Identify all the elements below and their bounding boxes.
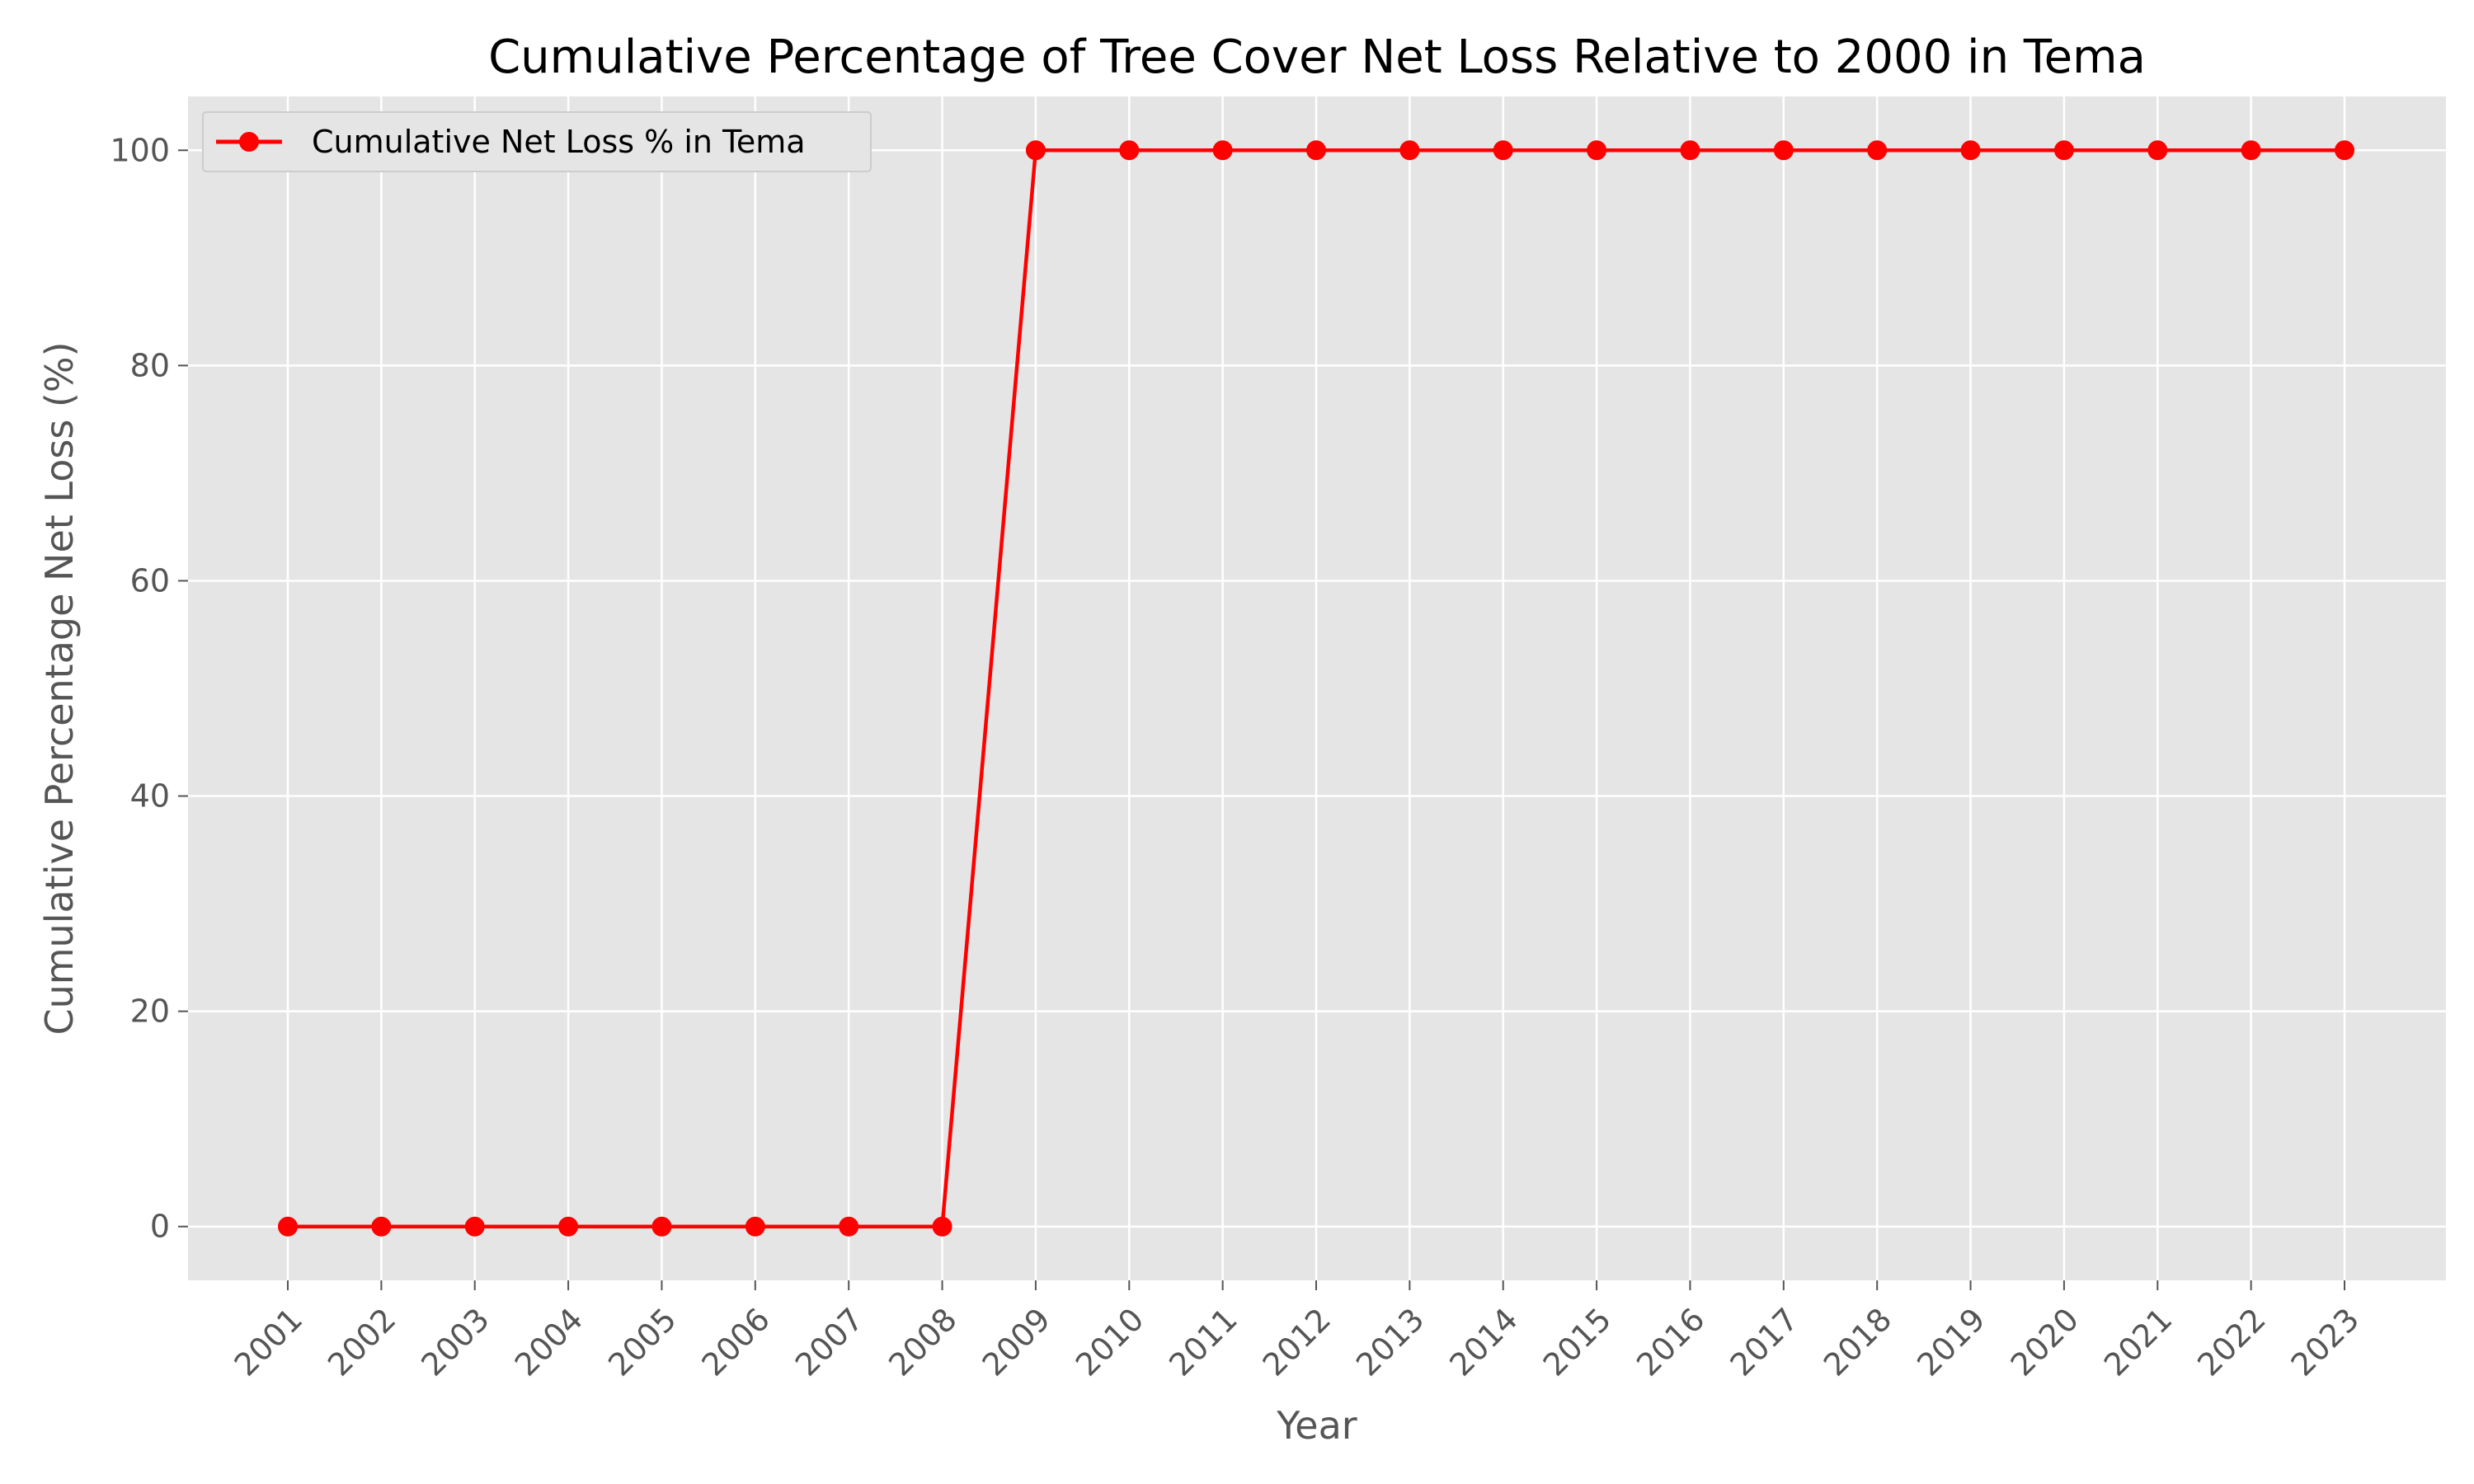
y-tick-label: 20 [130, 993, 170, 1030]
x-tick-label: 2021 [2097, 1301, 2180, 1383]
data-point-marker [558, 1216, 579, 1237]
data-point-marker [1960, 140, 1981, 161]
x-tick-label: 2023 [2284, 1301, 2367, 1383]
data-point-marker [2147, 140, 2168, 161]
data-point-marker [1399, 140, 1420, 161]
y-tick-label: 80 [130, 347, 170, 383]
x-tick-label: 2022 [2190, 1301, 2273, 1383]
data-point-marker [839, 1216, 859, 1237]
x-tick-label: 2020 [2004, 1301, 2086, 1383]
data-point-marker [2053, 140, 2074, 161]
x-tick-label: 2008 [882, 1301, 964, 1383]
x-tick-label: 2007 [788, 1301, 871, 1383]
x-axis-label: Year [1276, 1403, 1357, 1448]
x-tick-label: 2013 [1349, 1301, 1432, 1383]
data-point-marker [1867, 140, 1888, 161]
data-point-marker [1493, 140, 1513, 161]
legend-box [202, 111, 872, 172]
data-point-marker [1119, 140, 1140, 161]
x-tick-label: 2017 [1723, 1301, 1805, 1383]
data-point-marker [1025, 140, 1046, 161]
chart-title: Cumulative Percentage of Tree Cover Net … [488, 31, 2146, 84]
y-axis-ticks: 0 20 40 60 80 100 [110, 132, 188, 1245]
x-tick-label: 2010 [1069, 1301, 1151, 1383]
data-point-marker [2335, 140, 2354, 161]
y-tick-label: 0 [150, 1209, 170, 1245]
y-axis-label: Cumulative Percentage Net Loss (%) [37, 341, 82, 1035]
y-tick-label: 60 [130, 562, 170, 599]
data-point-marker [278, 1216, 298, 1237]
data-point-marker [1212, 140, 1233, 161]
data-point-marker [1773, 140, 1794, 161]
x-tick-label: 2014 [1442, 1301, 1525, 1383]
x-tick-label: 2003 [414, 1301, 496, 1383]
data-point-marker [2241, 140, 2261, 161]
data-point-marker [651, 1216, 672, 1237]
x-tick-label: 2018 [1817, 1301, 1899, 1383]
x-tick-label: 2005 [601, 1301, 684, 1383]
legend-label: Cumulative Net Loss % in Tema [312, 124, 806, 160]
series-layer [278, 140, 2354, 1237]
grid-lines [188, 96, 2446, 1280]
x-tick-label: 2011 [1162, 1301, 1244, 1383]
data-point-marker [371, 1216, 392, 1237]
x-tick-label: 2002 [321, 1301, 403, 1383]
x-tick-label: 2012 [1256, 1301, 1338, 1383]
y-tick-label: 40 [130, 778, 170, 815]
y-tick-label: 100 [110, 132, 170, 168]
legend-marker-swatch [239, 132, 259, 152]
data-point-marker [745, 1216, 765, 1237]
data-point-marker [1680, 140, 1700, 161]
data-point-marker [1306, 140, 1326, 161]
data-point-marker [464, 1216, 485, 1237]
x-tick-label: 2016 [1630, 1301, 1712, 1383]
x-tick-label: 2015 [1536, 1301, 1619, 1383]
x-tick-label: 2009 [976, 1301, 1058, 1383]
x-tick-label: 2004 [508, 1301, 590, 1383]
legend: Cumulative Net Loss % in Tema [202, 111, 872, 172]
data-point-marker [1587, 140, 1607, 161]
x-tick-label: 2006 [694, 1301, 777, 1383]
x-axis-ticks: 2001 2002 2003 2004 2005 2006 2007 2008 2009 2010… [228, 1280, 2367, 1383]
x-tick-label: 2001 [228, 1301, 310, 1383]
x-tick-label: 2019 [1910, 1301, 1992, 1383]
data-point-marker [932, 1216, 952, 1237]
